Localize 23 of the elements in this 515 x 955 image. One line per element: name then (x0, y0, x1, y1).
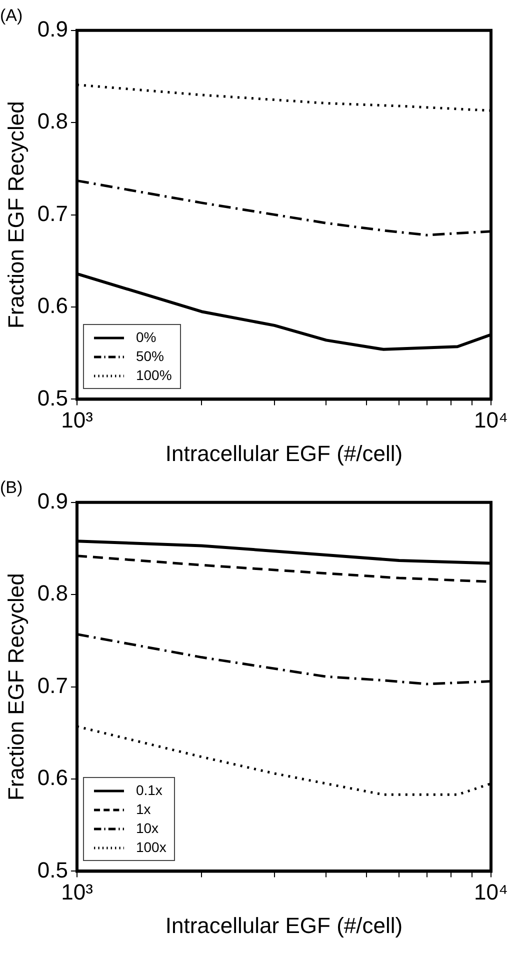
legend-label: 100x (136, 838, 166, 858)
y-tick-label: 0.7 (37, 672, 68, 698)
y-tick-label: 0.6 (37, 293, 68, 318)
legend-label: 10x (136, 819, 159, 838)
y-tick-label: 0.9 (37, 16, 68, 42)
legend-label: 50% (136, 347, 164, 366)
y-tick-label: 0.7 (37, 200, 68, 226)
y-axis-title: Fraction EGF Recycled (3, 101, 28, 329)
legend-label: 0.1x (136, 781, 162, 800)
x-tick-label: 10⁴ (474, 407, 508, 432)
y-tick-label: 0.8 (37, 580, 68, 606)
chart-title: (B) (0, 478, 23, 497)
legend-label: 100% (136, 366, 172, 386)
legend-label: 0% (136, 328, 156, 348)
y-tick-label: 0.6 (37, 765, 68, 790)
x-axis-title: Intracellular EGF (#/cell) (165, 440, 403, 466)
y-tick-label: 0.9 (37, 488, 68, 514)
y-axis-title: Fraction EGF Recycled (3, 573, 28, 801)
legend-label: 1x (136, 800, 151, 820)
chart-title: (A) (0, 6, 23, 25)
y-tick-label: 0.8 (37, 108, 68, 134)
x-axis-title: Intracellular EGF (#/cell) (165, 912, 403, 938)
x-tick-label: 10⁴ (474, 879, 508, 904)
